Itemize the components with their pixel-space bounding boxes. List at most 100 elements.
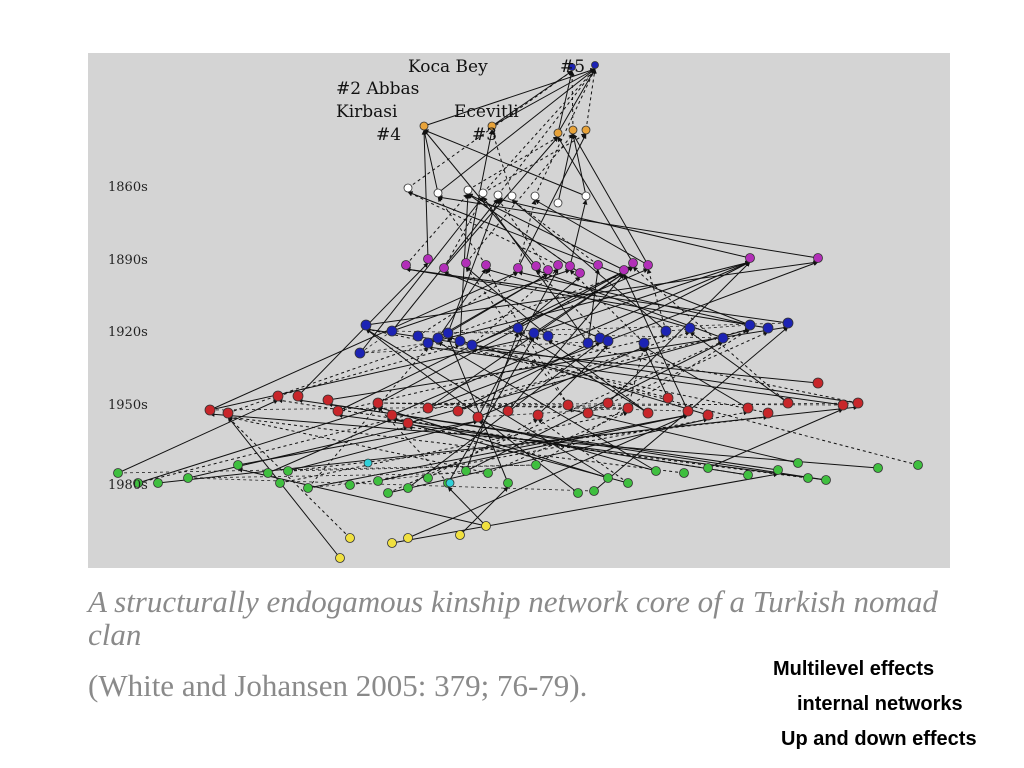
lineage-label-ecevitli: Ecevitli bbox=[454, 102, 519, 122]
kin-node-1890s bbox=[481, 260, 491, 270]
kinship-edge bbox=[497, 198, 549, 271]
kin-node-1980s bbox=[531, 460, 541, 470]
kin-node-1920s bbox=[360, 319, 372, 331]
kin-node-1890s bbox=[813, 253, 823, 263]
kinship-edge bbox=[511, 199, 667, 332]
kin-node-1860s bbox=[581, 191, 591, 201]
note-multilevel-effects: Multilevel effects bbox=[773, 658, 935, 680]
kinship-edge bbox=[467, 193, 625, 271]
kinship-edge bbox=[297, 262, 429, 397]
kinship-edge bbox=[407, 414, 689, 539]
kin-node-1920s bbox=[386, 325, 398, 337]
kinship-edge bbox=[227, 416, 351, 539]
marriage-edge bbox=[187, 472, 489, 479]
kin-node-1860s bbox=[493, 190, 503, 200]
kinship-edge bbox=[557, 68, 596, 134]
kin-node-1980s bbox=[373, 476, 383, 486]
kinship-edge bbox=[405, 193, 469, 266]
kinship-edge bbox=[405, 267, 769, 329]
lineage-label-koca-bey: Koca Bey bbox=[408, 57, 488, 77]
kinship-edge bbox=[465, 341, 724, 472]
kin-node-1950s bbox=[562, 399, 574, 411]
kin-node-1980s bbox=[383, 488, 393, 498]
decade-label-1980s: 1980s bbox=[108, 478, 148, 493]
kin-node-1980s bbox=[573, 488, 583, 498]
kin-node-1950s bbox=[782, 397, 794, 409]
kinship-edge bbox=[443, 136, 559, 269]
kin-node-1890s bbox=[513, 263, 523, 273]
kin-node-founders bbox=[419, 121, 429, 131]
kin-node-1980s bbox=[423, 473, 433, 483]
kin-node-1950s bbox=[422, 402, 434, 414]
kin-node-1860s bbox=[403, 183, 413, 193]
kinship-edge bbox=[405, 267, 789, 324]
kin-node-1980s bbox=[773, 465, 783, 475]
kin-node-1950s bbox=[742, 402, 754, 414]
kinship-edge bbox=[443, 271, 601, 339]
note-up-and-down-effects: Up and down effects bbox=[781, 728, 977, 750]
kin-node-1980s bbox=[461, 466, 471, 476]
kin-node-1980s bbox=[503, 478, 513, 488]
kinship-edge bbox=[485, 268, 569, 406]
kinship-edge bbox=[707, 408, 844, 469]
kinship-edge bbox=[482, 133, 587, 194]
kinship-edge bbox=[437, 195, 819, 259]
kin-node-1920s bbox=[442, 327, 454, 339]
kinship-edge bbox=[487, 411, 629, 474]
note-internal-networks: internal networks bbox=[797, 693, 963, 715]
kinship-edge bbox=[535, 328, 751, 466]
kinship-edge bbox=[427, 345, 844, 406]
kinship-edge bbox=[227, 415, 685, 474]
kin-node-1920s bbox=[466, 339, 478, 351]
figure-caption-title: A structurally endogamous kinship networ… bbox=[88, 584, 938, 652]
kinship-edge bbox=[643, 346, 749, 409]
kin-node-1920s bbox=[684, 322, 696, 334]
edges-layer bbox=[117, 68, 919, 559]
kinship-edge bbox=[465, 133, 574, 264]
kinship-edge bbox=[427, 261, 819, 409]
kinship-edge bbox=[365, 328, 579, 494]
kinship-edge bbox=[423, 68, 596, 127]
kinship-edge bbox=[307, 346, 429, 489]
kin-node-1950s bbox=[702, 409, 714, 421]
kinship-edge bbox=[391, 472, 779, 544]
kin-node-1950s bbox=[502, 405, 514, 417]
kinship-edge bbox=[279, 410, 629, 484]
kin-node-youngest bbox=[403, 533, 413, 543]
marriage-edge bbox=[307, 470, 467, 489]
kin-node-1860s bbox=[478, 188, 488, 198]
kinship-edge bbox=[534, 199, 649, 266]
lineage-label-3: #3 bbox=[472, 125, 497, 145]
kinship-edge bbox=[465, 266, 569, 406]
kinship-edge bbox=[447, 273, 549, 334]
kinship-edge bbox=[572, 133, 649, 266]
marriage-edge bbox=[287, 464, 537, 472]
kinship-edge bbox=[587, 331, 769, 414]
kin-node-1920s bbox=[412, 330, 424, 342]
kinship-edge bbox=[459, 193, 471, 342]
kin-node-1890s bbox=[628, 258, 638, 268]
kin-node-1920s bbox=[528, 327, 540, 339]
kinship-edge bbox=[421, 129, 429, 260]
kinship-edge bbox=[277, 398, 749, 476]
kinship-edge bbox=[533, 335, 859, 404]
kinship-edge bbox=[482, 68, 596, 194]
kinship-edge bbox=[187, 425, 409, 479]
kin-node-1890s bbox=[619, 265, 629, 275]
kinship-edge bbox=[497, 197, 751, 259]
kinship-edge bbox=[337, 413, 827, 481]
kin-node-1980s bbox=[803, 473, 813, 483]
kin-node-1890s bbox=[643, 260, 653, 270]
kinship-edge bbox=[391, 261, 751, 416]
kinship-edge bbox=[587, 268, 600, 344]
kin-node-1980s bbox=[233, 460, 243, 470]
kinship-edge bbox=[365, 327, 859, 404]
kinship-edge bbox=[557, 136, 634, 264]
kin-node-1980s bbox=[703, 463, 713, 473]
kinship-edge bbox=[533, 261, 751, 334]
kin-node-1980s bbox=[403, 483, 413, 493]
kin-node-1950s bbox=[386, 409, 398, 421]
kinship-edge bbox=[117, 399, 279, 474]
kin-node-founders bbox=[553, 128, 563, 138]
kinship-edge bbox=[237, 419, 479, 466]
